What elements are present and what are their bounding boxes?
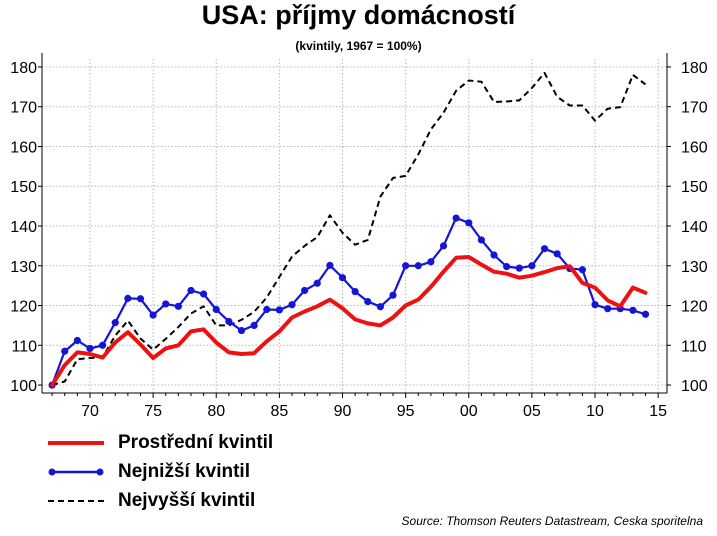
series-point-lowest (338, 274, 347, 282)
y-tick-label-left: 100 (10, 378, 37, 395)
series-point-lowest (389, 291, 397, 299)
grid (42, 59, 667, 393)
series-point-lowest (490, 251, 498, 259)
series-point-lowest (540, 245, 549, 253)
x-tick-label: 00 (460, 403, 478, 420)
y-axis-right: 100 110 120 130 140 150 160 170 180 (667, 60, 708, 395)
y-tick-label-right: 160 (681, 139, 708, 156)
series-point-lowest (212, 305, 220, 314)
y-tick-label-right: 110 (681, 338, 707, 355)
plot-frame (41, 53, 668, 394)
y-tick-label-left: 120 (10, 299, 37, 316)
legend-label-lowest: Nejnižší kvintil (118, 460, 250, 482)
y-tick-label-right: 140 (681, 219, 708, 236)
series-point-lowest (503, 262, 511, 271)
series-point-lowest (187, 286, 195, 295)
series-point-lowest (225, 317, 233, 326)
legend-swatch-highest (48, 499, 104, 502)
x-tick-label: 95 (397, 403, 415, 420)
series-point-lowest (301, 286, 309, 295)
series-point-lowest (174, 302, 182, 310)
series-point-lowest (465, 219, 473, 227)
source-note: Source: Thomson Reuters Datastream, Cesk… (401, 514, 703, 528)
y-tick-label-right: 100 (681, 378, 708, 395)
y-tick-label-left: 140 (10, 219, 37, 236)
series-point-lowest (414, 262, 422, 270)
legend-swatch-lowest (48, 468, 104, 475)
y-tick-label-right: 180 (681, 60, 708, 77)
series-line-middle (50, 255, 648, 387)
series-point-lowest (427, 258, 435, 266)
x-tick-label: 15 (649, 403, 667, 420)
legend-item-middle: Prostřední kvintil (48, 428, 273, 457)
y-tick-label-right: 150 (681, 179, 708, 196)
series-point-lowest (364, 297, 372, 306)
series-point-lowest (553, 250, 561, 258)
series-point-lowest (351, 288, 359, 296)
x-axis: 70 75 80 85 90 95 00 05 10 15 (51, 393, 667, 420)
series-point-lowest (73, 336, 81, 345)
legend-label-highest: Nejvyšší kvintil (118, 489, 256, 511)
series-point-lowest (452, 214, 460, 222)
legend-item-lowest: Nejnižší kvintil (48, 457, 273, 486)
series-point-lowest (162, 300, 170, 308)
x-tick-label: 80 (207, 403, 225, 420)
series-line-highest (51, 71, 647, 386)
x-tick-label: 10 (586, 403, 604, 420)
x-tick-label: 05 (523, 403, 541, 420)
series-point-lowest (326, 261, 334, 269)
series-point-lowest (439, 242, 448, 250)
series-point-lowest (86, 344, 94, 353)
series-point-lowest (263, 305, 271, 314)
series-point-lowest (376, 303, 384, 311)
series-layer (48, 71, 650, 389)
series-point-lowest (313, 279, 321, 287)
y-tick-label-left: 160 (10, 139, 37, 156)
series-point-lowest (528, 262, 536, 270)
series-point-lowest (136, 295, 145, 303)
series-point-lowest (237, 326, 246, 335)
y-tick-label-left: 150 (10, 179, 37, 196)
series-point-lowest (629, 306, 637, 314)
x-tick-label: 85 (270, 403, 288, 420)
series-point-lowest (477, 236, 485, 244)
series-point-lowest (402, 262, 410, 270)
x-tick-label: 90 (334, 403, 352, 420)
series-point-lowest (515, 264, 523, 272)
y-tick-label-right: 120 (681, 299, 708, 316)
y-tick-label-left: 180 (10, 60, 37, 77)
x-tick-label: 70 (81, 403, 99, 420)
legend-swatch-middle (48, 440, 104, 445)
y-tick-label-left: 130 (10, 259, 37, 276)
legend-item-highest: Nejvyšší kvintil (48, 486, 273, 515)
series-point-lowest (578, 266, 587, 274)
series-point-lowest (275, 306, 283, 314)
series-point-lowest (604, 305, 612, 313)
series-point-lowest (288, 301, 296, 309)
series-point-lowest (111, 319, 119, 327)
legend-label-middle: Prostřední kvintil (118, 431, 274, 453)
chart-subtitle: (kvintily, 1967 = 100%) (295, 39, 422, 53)
series-point-lowest (200, 290, 208, 298)
legend: Prostřední kvintil Nejnižší kvintil Nejv… (48, 428, 273, 515)
series-point-lowest (61, 347, 69, 355)
y-tick-label-right: 170 (681, 100, 708, 117)
y-tick-label-right: 130 (681, 259, 708, 276)
series-point-lowest (641, 310, 650, 318)
series-point-lowest (99, 341, 107, 349)
y-tick-label-left: 110 (11, 338, 37, 355)
series-point-lowest (250, 321, 258, 330)
series-point-lowest (591, 301, 599, 309)
chart-title: USA: příjmy domácností (201, 0, 516, 30)
series-point-lowest (149, 311, 157, 319)
series-point-lowest (124, 294, 132, 302)
x-tick-label: 75 (144, 403, 162, 420)
y-tick-label-left: 170 (10, 100, 37, 117)
y-axis-left: 100 110 120 130 140 150 160 170 180 (10, 60, 42, 395)
